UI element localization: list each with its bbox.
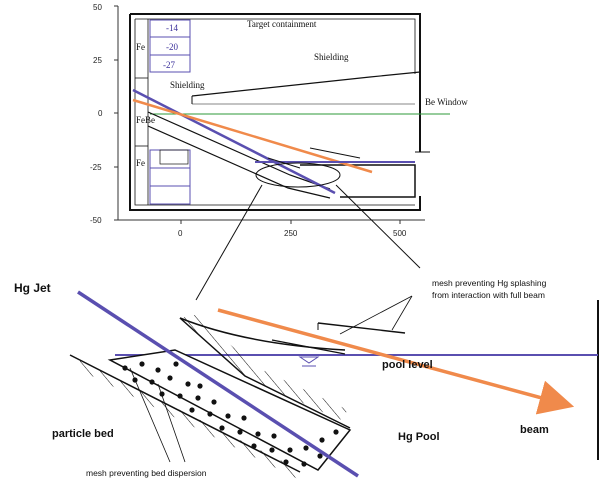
label-be-window: Be Window (425, 97, 468, 107)
label-target-containment: Target containment (247, 19, 317, 29)
containment-outline (129, 13, 421, 211)
y-tick-label: -50 (90, 216, 102, 225)
zoom-connector-left (195, 184, 263, 301)
box-value: -20 (166, 42, 178, 52)
box-value: -14 (166, 23, 178, 33)
label-mesh-top-2: from interaction with full beam (432, 290, 545, 300)
y-tick-label: 0 (98, 109, 103, 118)
y-tick-label: -25 (90, 163, 102, 172)
x-tick-label: 500 (393, 229, 407, 238)
y-tick-label: 50 (93, 3, 102, 12)
detail-diagram: Hg Jet mesh preventing Hg splashing from… (14, 278, 599, 480)
label-mesh-bottom: mesh preventing bed dispersion (86, 468, 207, 478)
zoom-ellipse (255, 162, 341, 188)
hg-jet-line (77, 290, 359, 478)
label-fe-top: Fe (136, 42, 145, 52)
lower-hatch-wall (80, 360, 300, 480)
label-mesh-top-1: mesh preventing Hg splashing (432, 278, 547, 288)
label-shielding-left: Shielding (170, 80, 205, 90)
label-shielding-right: Shielding (314, 52, 349, 62)
label-hg-pool: Hg Pool (398, 431, 440, 443)
box-value: -27 (163, 60, 175, 70)
zoom-connector-right (335, 184, 421, 269)
label-pool-level: pool level (382, 359, 433, 371)
containment-inner-outline (134, 18, 416, 206)
upper-hatch-wedge (180, 315, 348, 420)
pool-outline (300, 164, 416, 198)
shielding-wedge (191, 71, 421, 97)
label-hg-jet: Hg Jet (14, 281, 51, 295)
x-tick-label: 250 (284, 229, 298, 238)
label-fe-bottom: Fe (136, 158, 145, 168)
label-beam: beam (520, 424, 549, 436)
splash-mesh-a (317, 322, 406, 334)
top-plot: 50 25 0 -25 -50 0 250 500 -14 -20 -27 Fe… (90, 3, 468, 238)
beam-arrow (217, 308, 575, 415)
purple-box-lower (149, 149, 191, 205)
y-tick-label: 25 (93, 56, 102, 65)
splash-mesh-b (271, 339, 346, 355)
trough-lower (147, 125, 331, 199)
top-jet-line (132, 88, 336, 195)
x-tick-label: 0 (178, 229, 183, 238)
particle-dots (122, 361, 339, 467)
top-beam-line (132, 98, 373, 174)
purple-box-upper (149, 19, 191, 73)
label-particle-bed: particle bed (52, 428, 114, 440)
label-febe: FeBe (136, 115, 155, 125)
